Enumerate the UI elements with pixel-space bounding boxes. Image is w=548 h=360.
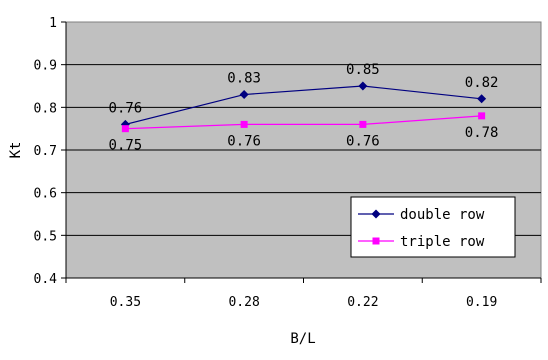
data-label: 0.75: [109, 138, 143, 154]
data-point-diamond: [477, 94, 487, 104]
axes: [61, 21, 542, 283]
x-tick-labels: 0.35 0.28 0.22 0.19: [110, 295, 498, 310]
data-labels: 0.76 0.83 0.85 0.82 0.75 0.76 0.76 0.78: [109, 62, 499, 154]
series-group: [120, 81, 487, 133]
legend: double row triple row: [350, 196, 516, 258]
y-tick-label: 0.6: [34, 187, 57, 202]
series-line-triple-row: [125, 115, 482, 130]
data-point-diamond: [358, 81, 368, 91]
legend-marker-double-row: [371, 209, 381, 219]
series-line-double-row: [125, 85, 482, 125]
y-tick-label: 0.4: [34, 272, 58, 287]
data-label: 0.76: [346, 133, 380, 149]
data-point-square: [359, 120, 367, 128]
legend-label-double-row: double row: [400, 207, 485, 223]
y-tick-label: 0.9: [34, 59, 57, 74]
data-label: 0.76: [109, 100, 143, 116]
legend-label-triple-row: triple row: [400, 234, 485, 250]
x-axis-title: B/L: [290, 331, 315, 347]
x-tick-label: 0.28: [228, 295, 259, 310]
data-label: 0.83: [227, 71, 261, 87]
x-tick-label: 0.35: [110, 295, 141, 310]
data-label: 0.82: [465, 75, 499, 91]
data-label: 0.76: [227, 133, 261, 149]
x-tick-label: 0.22: [347, 295, 378, 310]
data-point-square: [240, 120, 248, 128]
legend-marker-triple-row: [372, 237, 380, 245]
y-tick-label: 0.7: [34, 144, 57, 159]
data-label: 0.78: [465, 125, 499, 141]
y-axis-title: Kt: [8, 142, 24, 159]
data-point-square: [121, 125, 129, 133]
y-tick-labels: 0.4 0.5 0.6 0.7 0.8 0.9 1: [34, 16, 58, 287]
data-point-square: [478, 112, 486, 120]
data-label: 0.85: [346, 62, 380, 78]
data-point-diamond: [239, 90, 249, 100]
y-tick-label: 0.8: [34, 101, 57, 116]
y-tick-label: 0.5: [34, 229, 57, 244]
y-tick-label: 1: [49, 16, 57, 31]
x-tick-label: 0.19: [466, 295, 497, 310]
legend-box: [350, 196, 516, 258]
